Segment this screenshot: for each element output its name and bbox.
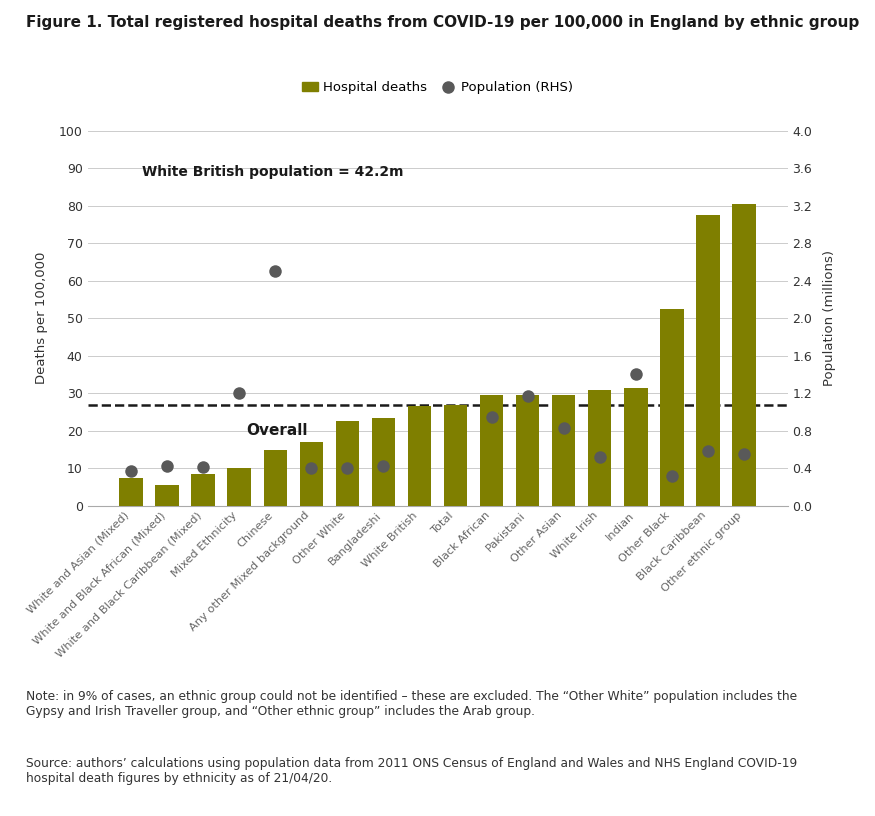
- Bar: [192, 474, 215, 506]
- Bar: [732, 204, 756, 506]
- Bar: [480, 395, 503, 506]
- Bar: [156, 486, 178, 506]
- Bar: [119, 478, 143, 506]
- Text: Figure 1. Total registered hospital deaths from COVID-19 per 100,000 in England : Figure 1. Total registered hospital deat…: [26, 15, 859, 29]
- Bar: [408, 406, 431, 506]
- Bar: [588, 389, 612, 506]
- Text: White British population = 42.2m: White British population = 42.2m: [142, 165, 403, 179]
- Bar: [624, 388, 648, 506]
- Text: Overall: Overall: [247, 423, 308, 437]
- Bar: [660, 308, 683, 506]
- Bar: [552, 395, 576, 506]
- Text: Note: in 9% of cases, an ethnic group could not be identified – these are exclud: Note: in 9% of cases, an ethnic group co…: [26, 690, 797, 717]
- Legend: Hospital deaths, Population (RHS): Hospital deaths, Population (RHS): [297, 76, 578, 100]
- Bar: [336, 421, 359, 506]
- Bar: [444, 405, 467, 506]
- Bar: [228, 468, 251, 506]
- Y-axis label: Population (millions): Population (millions): [823, 251, 836, 386]
- Bar: [299, 442, 323, 506]
- Bar: [696, 215, 719, 506]
- Bar: [372, 418, 396, 506]
- Text: Source: authors’ calculations using population data from 2011 ONS Census of Engl: Source: authors’ calculations using popu…: [26, 757, 797, 785]
- Y-axis label: Deaths per 100,000: Deaths per 100,000: [35, 252, 47, 384]
- Bar: [263, 450, 287, 506]
- Bar: [516, 395, 539, 506]
